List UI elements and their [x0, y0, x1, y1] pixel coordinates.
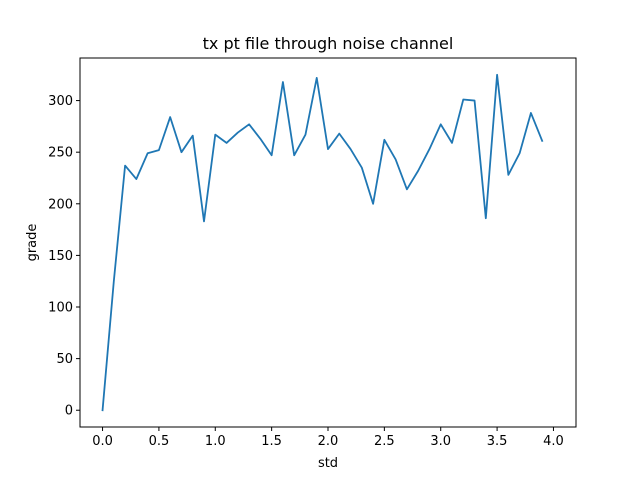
chart-title: tx pt file through noise channel	[203, 34, 454, 53]
x-tick-label: 0.5	[149, 434, 170, 449]
x-tick-label: 1.5	[261, 434, 282, 449]
y-tick-label: 100	[48, 301, 73, 316]
chart-marks	[101, 73, 544, 412]
x-tick-label: 3.5	[487, 434, 508, 449]
y-axis: 0 50 100 150 200 250 300	[48, 94, 80, 419]
x-tick-label: 0.0	[92, 434, 113, 449]
x-tick-label: 2.0	[318, 434, 339, 449]
x-axis: 0.0 0.5 1.0 1.5 2.0 2.5 3.0 3.5 4.0	[92, 427, 564, 449]
x-tick-label: 3.0	[430, 434, 451, 449]
x-tick-label: 2.5	[374, 434, 395, 449]
y-tick-label: 150	[48, 249, 73, 264]
x-axis-label: std	[318, 456, 338, 471]
y-tick-label: 250	[48, 146, 73, 161]
y-tick-label: 0	[65, 404, 73, 419]
x-tick-label: 4.0	[543, 434, 564, 449]
series-line-grade	[101, 73, 544, 412]
x-tick-label: 1.0	[205, 434, 226, 449]
y-tick-label: 200	[48, 197, 73, 212]
y-axis-label: grade	[25, 224, 40, 262]
y-tick-label: 50	[56, 352, 73, 367]
y-tick-label: 300	[48, 94, 73, 109]
